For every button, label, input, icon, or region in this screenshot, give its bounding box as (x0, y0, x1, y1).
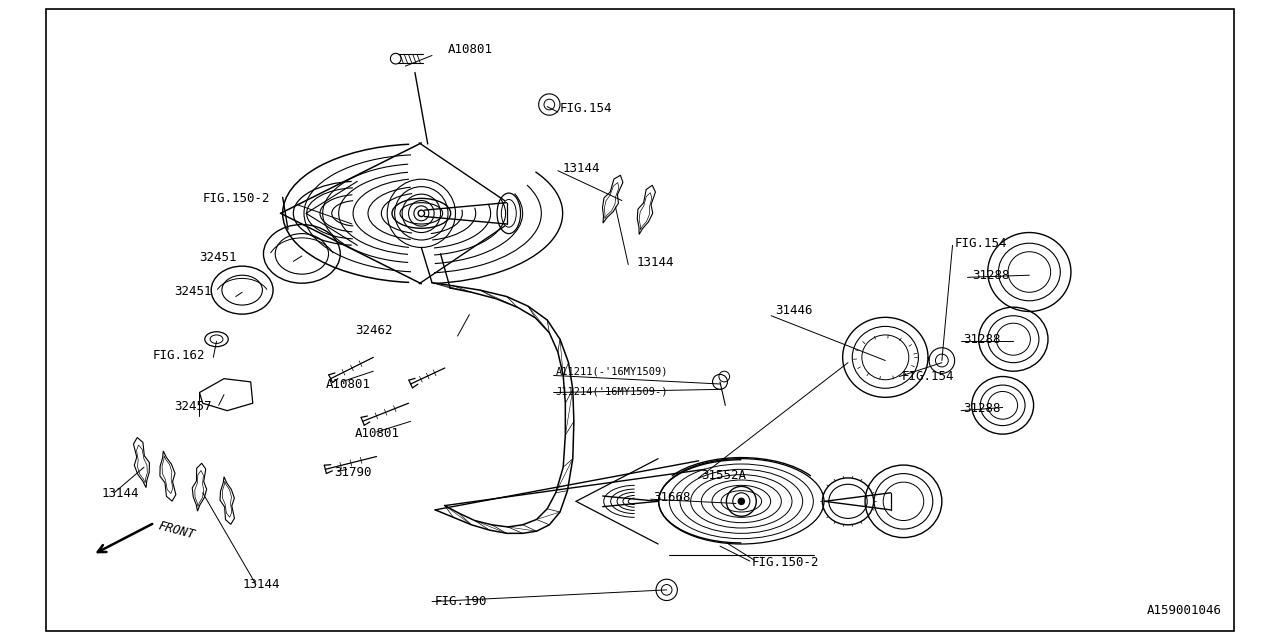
Text: FIG.154: FIG.154 (901, 370, 954, 383)
Text: 13144: 13144 (242, 578, 279, 591)
Text: FIG.150-2: FIG.150-2 (202, 192, 270, 205)
Text: 31288: 31288 (972, 269, 1009, 282)
Text: A10801: A10801 (448, 43, 493, 56)
Text: A10801: A10801 (325, 378, 370, 390)
Text: 13144: 13144 (101, 488, 138, 500)
Text: A159001046: A159001046 (1147, 604, 1221, 616)
Text: 32451: 32451 (174, 285, 211, 298)
Text: 32457: 32457 (174, 400, 211, 413)
Text: FRONT: FRONT (157, 520, 196, 541)
Text: A10801: A10801 (356, 427, 401, 440)
Text: FIG.162: FIG.162 (152, 349, 205, 362)
Text: FIG.154: FIG.154 (561, 102, 613, 115)
Text: 32451: 32451 (200, 251, 237, 264)
Text: A11211(-'16MY1509): A11211(-'16MY1509) (556, 367, 668, 377)
Text: J11214('16MY1509-): J11214('16MY1509-) (556, 386, 668, 396)
Text: 32462: 32462 (356, 324, 393, 337)
Circle shape (739, 498, 745, 504)
Text: 31552A: 31552A (701, 469, 746, 483)
Text: 31668: 31668 (653, 491, 690, 504)
Text: 31790: 31790 (334, 466, 371, 479)
Text: 31288: 31288 (963, 333, 1001, 346)
Text: FIG.154: FIG.154 (955, 237, 1007, 250)
Text: 13144: 13144 (637, 256, 675, 269)
Text: 31288: 31288 (963, 402, 1001, 415)
Text: FIG.150-2: FIG.150-2 (753, 556, 819, 569)
Text: 13144: 13144 (562, 162, 599, 175)
Text: FIG.190: FIG.190 (434, 595, 486, 608)
Text: 31446: 31446 (776, 304, 813, 317)
